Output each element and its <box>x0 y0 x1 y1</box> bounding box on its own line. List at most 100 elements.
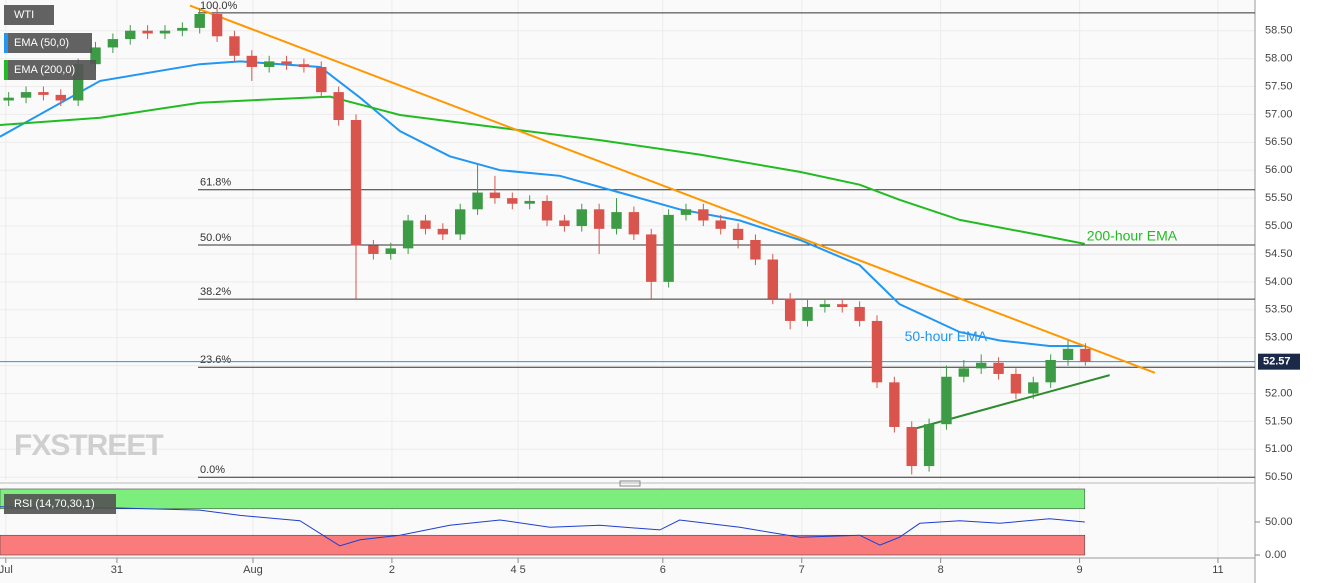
candle-body <box>263 61 275 67</box>
legend-swatch <box>4 33 8 53</box>
x-tick-label: 7 <box>799 564 805 576</box>
candle-body <box>142 30 153 34</box>
candle-body <box>663 214 674 282</box>
legend-box <box>4 33 92 53</box>
legend-label: WTI <box>14 9 34 21</box>
candle-body <box>576 209 587 227</box>
candle-body <box>402 220 414 249</box>
candle-body <box>750 240 761 260</box>
y-tick-label: 54.00 <box>1265 276 1293 288</box>
y-tick-label: 50.50 <box>1265 471 1293 483</box>
candle-body <box>906 426 917 467</box>
y-tick-label: 53.50 <box>1265 304 1293 316</box>
candle-body <box>802 306 813 321</box>
trendline <box>189 4 1156 374</box>
y-tick-label: 55.50 <box>1265 192 1293 204</box>
x-tick-label: Aug <box>243 564 263 576</box>
rsi-tick-label: 0.00 <box>1265 549 1286 561</box>
y-tick-label: 56.50 <box>1265 136 1293 148</box>
candle-body <box>159 30 171 34</box>
fib-label: 0.0% <box>200 464 225 476</box>
candle-body <box>784 298 796 321</box>
y-tick-label: 51.00 <box>1265 443 1293 455</box>
fib-label: 23.6% <box>200 354 231 366</box>
candle-body <box>871 320 883 383</box>
y-tick-label: 57.50 <box>1265 80 1293 92</box>
candle-body <box>368 245 379 254</box>
candle-body <box>1045 360 1056 383</box>
candle-body <box>1062 348 1074 360</box>
legend-label: EMA (50,0) <box>14 37 69 49</box>
legend-label: EMA (200,0) <box>14 64 75 76</box>
rsi-tick-label: 50.00 <box>1265 516 1293 528</box>
candle-body <box>837 304 848 307</box>
candle-body <box>767 259 779 299</box>
legend-box <box>4 60 96 80</box>
candle-body <box>246 55 258 67</box>
panel-handle <box>619 480 641 487</box>
ema-line <box>0 95 1085 245</box>
y-tick-label: 54.50 <box>1265 248 1293 260</box>
candle-body <box>489 192 501 199</box>
ema-annotation: 200-hour EMA <box>1087 228 1178 244</box>
fib-label: 61.8% <box>200 177 231 189</box>
rsi-band <box>0 534 1086 556</box>
y-tick-label: 52.00 <box>1265 387 1293 399</box>
y-tick-label: 56.00 <box>1265 164 1293 176</box>
last-price-box <box>1258 353 1300 370</box>
candle-body <box>177 27 188 31</box>
rsi-label: RSI (14,70,30,1) <box>14 498 95 510</box>
legend-swatch <box>4 60 8 80</box>
candle-body <box>385 248 396 254</box>
y-tick-label: 51.50 <box>1265 415 1293 427</box>
y-tick-label: 57.00 <box>1265 108 1293 120</box>
candle-body <box>298 64 310 67</box>
candle-body <box>1080 348 1091 362</box>
candle-body <box>211 13 223 37</box>
candle-body <box>680 209 692 215</box>
x-tick-label: 9 <box>1077 564 1083 576</box>
candle-body <box>698 209 709 221</box>
candle-body <box>923 424 935 467</box>
candle-body <box>507 198 518 204</box>
candle-body <box>55 94 66 101</box>
x-tick-label: 8 <box>938 564 944 576</box>
legend-box <box>4 494 116 514</box>
candle-body <box>90 47 101 65</box>
candle-body <box>646 234 657 282</box>
fib-label: 38.2% <box>200 286 231 298</box>
candle-body <box>229 36 240 56</box>
candle-body <box>958 368 970 377</box>
x-tick-label: 31 <box>111 564 123 576</box>
y-tick-label: 58.50 <box>1265 25 1293 37</box>
x-tick-label: Jul <box>0 564 13 576</box>
candle-body <box>72 64 84 101</box>
candle-body <box>125 30 136 40</box>
candle-body <box>524 200 535 204</box>
candle-body <box>38 92 49 95</box>
last-price-label: 52.57 <box>1263 356 1291 368</box>
candle-body <box>889 382 900 427</box>
candle-body <box>350 120 362 246</box>
y-tick-label: 58.00 <box>1265 53 1293 65</box>
rsi-band <box>0 488 1086 510</box>
candle-body <box>993 362 1004 374</box>
candle-body <box>975 362 987 369</box>
candle-body <box>819 304 831 307</box>
candle-body <box>611 212 622 229</box>
candle-body <box>628 212 640 235</box>
candle-body <box>3 97 14 101</box>
candle-body <box>1010 373 1022 394</box>
candle-body <box>541 200 553 221</box>
candle-body <box>107 39 119 48</box>
candle-body <box>941 376 952 425</box>
candle-body <box>1028 382 1039 394</box>
rsi-line <box>0 506 1085 547</box>
candle-body <box>316 66 327 93</box>
candle-body <box>333 92 344 120</box>
x-tick-label: 11 <box>1212 564 1223 576</box>
legend-box <box>4 5 54 25</box>
x-tick-label: 6 <box>660 564 666 576</box>
watermark: FXSTREET <box>14 429 163 462</box>
